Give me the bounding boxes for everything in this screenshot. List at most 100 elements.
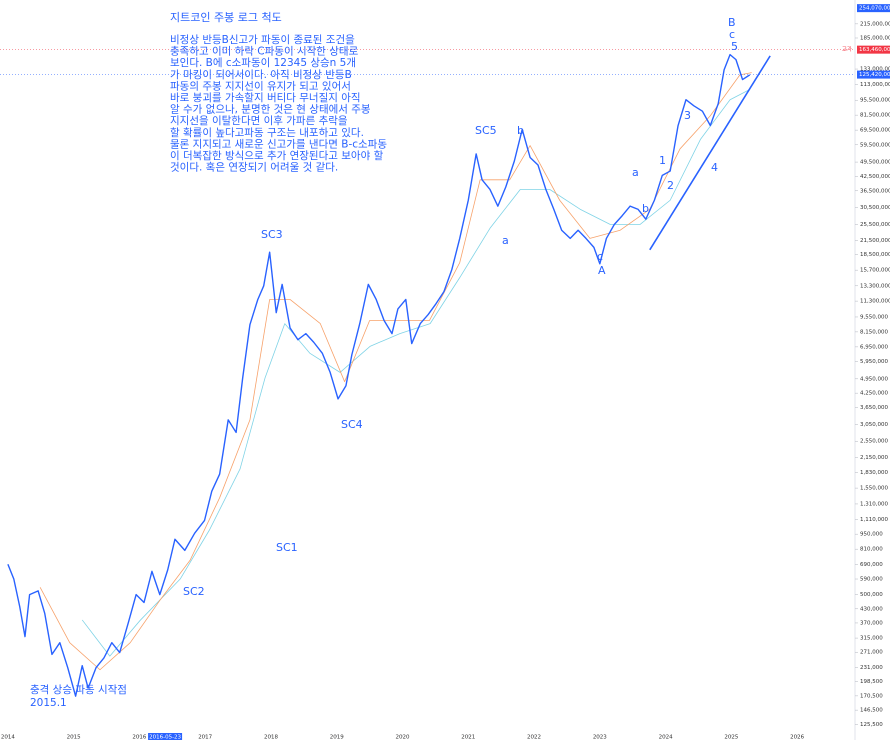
note-line: 충족하고 이미 하락 C파동이 시작한 상태로 — [170, 45, 359, 58]
note-line: 알 수가 없으나, 분명한 것은 현 상태에서 주봉 — [170, 103, 371, 116]
x-tick-label: 2019 — [330, 735, 344, 740]
note-line: 가 마킹이 되어서이다. 아직 비정상 반등B — [170, 69, 352, 81]
y-tick-label: 69,500,000 — [860, 128, 890, 134]
x-tick-label: 2014 — [1, 735, 15, 740]
y-tick-label: 315,000 — [860, 636, 883, 642]
series-line — [39, 72, 752, 671]
note-line: 비정상 반등B신고가 파동이 종료된 조건을 — [170, 34, 355, 46]
wave-label: c — [597, 250, 603, 263]
y-tick-label: 15,700,000 — [860, 268, 890, 274]
y-tick-label: 4,950,000 — [860, 376, 888, 382]
x-tick-label: 2020 — [396, 735, 410, 740]
y-tick-label: 185,000,000 — [860, 35, 890, 41]
y-tick-label: 215,000,000 — [860, 21, 890, 27]
y-tick-label: 125,500 — [860, 722, 883, 728]
y-tick-label: 1,550,000 — [860, 486, 888, 492]
start-label: 2015.1 — [30, 697, 67, 709]
y-tick-label: 8,150,000 — [860, 329, 888, 335]
y-tick-label: 3,050,000 — [860, 422, 888, 428]
wave-label: 4 — [711, 161, 718, 174]
y-tick-label: 133,000,000 — [860, 67, 890, 73]
wave-label: 2 — [667, 179, 674, 192]
y-tick-label: 146,500 — [860, 708, 883, 714]
series-line — [7, 53, 751, 697]
series-line — [81, 89, 750, 657]
y-tick-label: 49,500,000 — [860, 160, 890, 166]
high-label: 163,460,000 — [859, 47, 890, 53]
y-tick-label: 2,150,000 — [860, 455, 888, 461]
chart-title: 지트코인 주봉 로그 척도 — [170, 11, 282, 24]
last-box — [857, 70, 890, 79]
x-tick-label: 2016 — [132, 735, 146, 740]
y-tick-label: 198,500 — [860, 679, 883, 685]
note-line: 보인다. B에 c소파동이 12345 상승n 5개 — [170, 57, 356, 69]
note-line: 바로 붕괴를 가속할지 버티다 무너질지 아직 — [170, 92, 361, 104]
y-tick-label: 810,000 — [860, 547, 883, 553]
note-line: 파동의 주봉 지지선이 유지가 되고 있어서 — [170, 80, 351, 92]
y-tick-label: 170,500 — [860, 693, 883, 699]
x-tick-label: 2023 — [593, 735, 607, 740]
x-tick-label: 2026 — [790, 735, 804, 740]
y-tick-label: 42,500,000 — [860, 174, 890, 180]
y-tick-label: 4,250,000 — [860, 391, 888, 397]
wave-label: 5 — [731, 40, 738, 53]
y-tick-label: 25,500,000 — [860, 222, 890, 228]
y-tick-label: 271,000 — [860, 650, 883, 656]
y-tick-label: 95,500,000 — [860, 98, 890, 104]
y-tick-label: 590,000 — [860, 577, 883, 583]
y-tick-label: 21,500,000 — [860, 238, 890, 244]
crosshair-x-label: 2016-05-23 — [149, 735, 181, 740]
note-line: 지지선을 이탈한다면 이후 가파른 추락을 — [170, 114, 348, 127]
wave-label: B — [728, 16, 736, 29]
wave-label: a — [502, 234, 509, 247]
crosshair-y-label: 254,070,000 — [859, 6, 890, 12]
note-line: 물론 지지되고 새로운 신고가를 낸다면 B-c소파동 — [170, 138, 387, 150]
wave-label: SC5 — [475, 124, 497, 137]
x-tick-label: 2022 — [527, 735, 541, 740]
high-tag: 고가 — [842, 45, 852, 53]
crosshair-x-box — [148, 733, 183, 740]
x-tick-label: 2018 — [264, 735, 278, 740]
x-tick-label: 2017 — [198, 735, 212, 740]
x-tick-label: 2015 — [67, 735, 81, 740]
crosshair-y-box — [857, 4, 890, 13]
x-tick-label: 2024 — [659, 735, 673, 740]
y-tick-label: 1,310,000 — [860, 501, 888, 507]
y-tick-label: 231,000 — [860, 665, 883, 671]
y-tick-label: 500,000 — [860, 592, 883, 598]
wave-label: SC4 — [341, 418, 363, 431]
y-tick-label: 3,650,000 — [860, 405, 888, 411]
wave-label: 3 — [684, 109, 691, 122]
y-tick-label: 36,500,000 — [860, 188, 890, 194]
wave-label: b — [642, 202, 649, 215]
y-tick-label: 430,000 — [860, 606, 883, 612]
y-tick-label: 6,950,000 — [860, 344, 888, 350]
y-tick-label: 30,500,000 — [860, 205, 890, 211]
wave-label: b — [517, 124, 524, 137]
y-tick-label: 1,110,000 — [860, 517, 888, 523]
x-tick-label: 2021 — [461, 735, 475, 740]
y-tick-label: 113,000,000 — [860, 82, 890, 88]
y-tick-label: 13,300,000 — [860, 283, 890, 289]
wave-label: 1 — [659, 154, 666, 167]
y-tick-label: 81,500,000 — [860, 113, 890, 119]
y-tick-label: 18,500,000 — [860, 252, 890, 258]
wave-label: SC2 — [183, 585, 205, 598]
wave-label: SC1 — [276, 541, 298, 554]
y-tick-label: 690,000 — [860, 562, 883, 568]
high-box — [857, 45, 890, 54]
y-tick-label: 1,830,000 — [860, 470, 888, 476]
y-tick-label: 5,950,000 — [860, 359, 888, 365]
wave-label: SC3 — [261, 228, 283, 241]
y-tick-label: 11,300,000 — [860, 299, 890, 305]
x-tick-label: 2025 — [724, 735, 738, 740]
last-label: 125,420,000 — [859, 72, 890, 78]
y-tick-label: 2,550,000 — [860, 439, 888, 445]
trendline — [649, 55, 771, 251]
wave-label: A — [598, 264, 606, 277]
wave-label: c — [729, 28, 735, 41]
note-line: 것이다. 혹은 연장되기 어려울 것 같다. — [170, 161, 338, 174]
y-tick-label: 950,000 — [860, 532, 883, 538]
